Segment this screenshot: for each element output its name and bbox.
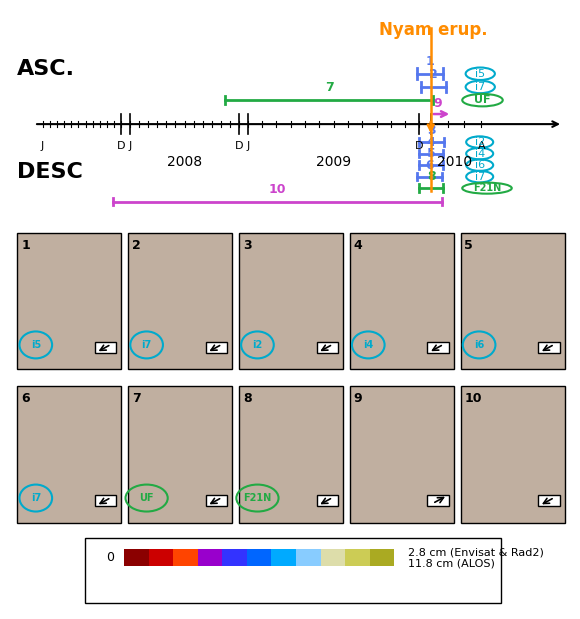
FancyBboxPatch shape xyxy=(427,342,449,353)
Text: F21N: F21N xyxy=(244,493,271,503)
FancyBboxPatch shape xyxy=(271,548,296,566)
Text: 7: 7 xyxy=(325,81,333,94)
FancyBboxPatch shape xyxy=(461,386,565,522)
Text: i7: i7 xyxy=(31,493,41,503)
FancyBboxPatch shape xyxy=(206,342,227,353)
FancyBboxPatch shape xyxy=(427,495,449,506)
Text: i2: i2 xyxy=(474,137,485,147)
Text: ASC.: ASC. xyxy=(17,59,75,79)
Text: 5: 5 xyxy=(465,239,473,252)
Text: D: D xyxy=(415,141,424,151)
FancyBboxPatch shape xyxy=(538,342,560,353)
FancyBboxPatch shape xyxy=(461,233,565,370)
Text: 6: 6 xyxy=(425,159,434,172)
Text: UF: UF xyxy=(139,493,154,503)
FancyBboxPatch shape xyxy=(148,548,173,566)
Text: Nyam erup.: Nyam erup. xyxy=(379,21,488,39)
FancyBboxPatch shape xyxy=(198,548,222,566)
Text: 8: 8 xyxy=(243,392,252,405)
Text: 2008: 2008 xyxy=(167,155,202,170)
Text: J: J xyxy=(429,141,432,151)
Text: i7: i7 xyxy=(475,82,485,92)
FancyBboxPatch shape xyxy=(321,548,345,566)
Text: 8: 8 xyxy=(427,170,436,183)
Text: 2009: 2009 xyxy=(316,155,351,170)
FancyBboxPatch shape xyxy=(128,233,232,370)
FancyBboxPatch shape xyxy=(239,386,343,522)
Text: 2010: 2010 xyxy=(437,155,472,170)
FancyBboxPatch shape xyxy=(222,548,247,566)
Text: i5: i5 xyxy=(475,69,485,79)
FancyBboxPatch shape xyxy=(85,538,501,603)
Text: F21N: F21N xyxy=(473,183,501,193)
Text: 0: 0 xyxy=(106,551,114,564)
FancyBboxPatch shape xyxy=(369,548,394,566)
Text: J: J xyxy=(128,141,132,151)
Text: i7: i7 xyxy=(142,340,152,350)
Text: i6: i6 xyxy=(474,160,485,170)
FancyBboxPatch shape xyxy=(239,233,343,370)
FancyBboxPatch shape xyxy=(17,386,121,522)
FancyBboxPatch shape xyxy=(95,342,116,353)
Text: 3: 3 xyxy=(243,239,252,252)
Text: i4: i4 xyxy=(363,340,374,350)
Text: i7: i7 xyxy=(474,171,485,181)
Text: 2: 2 xyxy=(429,68,438,81)
Text: D: D xyxy=(235,141,244,151)
FancyBboxPatch shape xyxy=(350,233,454,370)
Text: 3: 3 xyxy=(427,124,436,137)
FancyBboxPatch shape xyxy=(173,548,198,566)
FancyBboxPatch shape xyxy=(345,548,369,566)
Text: i5: i5 xyxy=(31,340,41,350)
Text: i2: i2 xyxy=(252,340,263,350)
FancyBboxPatch shape xyxy=(538,495,560,506)
Text: 9: 9 xyxy=(354,392,362,405)
Text: 4: 4 xyxy=(354,239,362,252)
Text: J: J xyxy=(246,141,249,151)
Text: 10: 10 xyxy=(465,392,482,405)
FancyBboxPatch shape xyxy=(247,548,271,566)
Text: 9: 9 xyxy=(434,97,442,110)
Text: i4: i4 xyxy=(474,149,485,158)
FancyBboxPatch shape xyxy=(296,548,321,566)
Text: 2.8 cm (Envisat & Rad2): 2.8 cm (Envisat & Rad2) xyxy=(408,547,544,558)
Text: 1: 1 xyxy=(426,55,434,68)
Text: 2: 2 xyxy=(132,239,141,252)
Text: D: D xyxy=(117,141,125,151)
Text: 5: 5 xyxy=(427,147,436,160)
Text: 6: 6 xyxy=(21,392,30,405)
Text: 11.8 cm (ALOS): 11.8 cm (ALOS) xyxy=(408,558,495,568)
Text: UF: UF xyxy=(474,95,491,105)
FancyBboxPatch shape xyxy=(124,548,148,566)
FancyBboxPatch shape xyxy=(206,495,227,506)
FancyBboxPatch shape xyxy=(17,233,121,370)
Text: DESC: DESC xyxy=(17,162,83,182)
Text: 4: 4 xyxy=(427,136,436,149)
Text: i6: i6 xyxy=(474,340,484,350)
Text: 10: 10 xyxy=(269,183,286,196)
Text: J: J xyxy=(41,141,44,151)
Text: A: A xyxy=(477,141,485,151)
FancyBboxPatch shape xyxy=(317,495,338,506)
FancyBboxPatch shape xyxy=(317,342,338,353)
FancyBboxPatch shape xyxy=(128,386,232,522)
FancyBboxPatch shape xyxy=(350,386,454,522)
Text: 7: 7 xyxy=(132,392,141,405)
FancyBboxPatch shape xyxy=(95,495,116,506)
Text: 1: 1 xyxy=(21,239,30,252)
